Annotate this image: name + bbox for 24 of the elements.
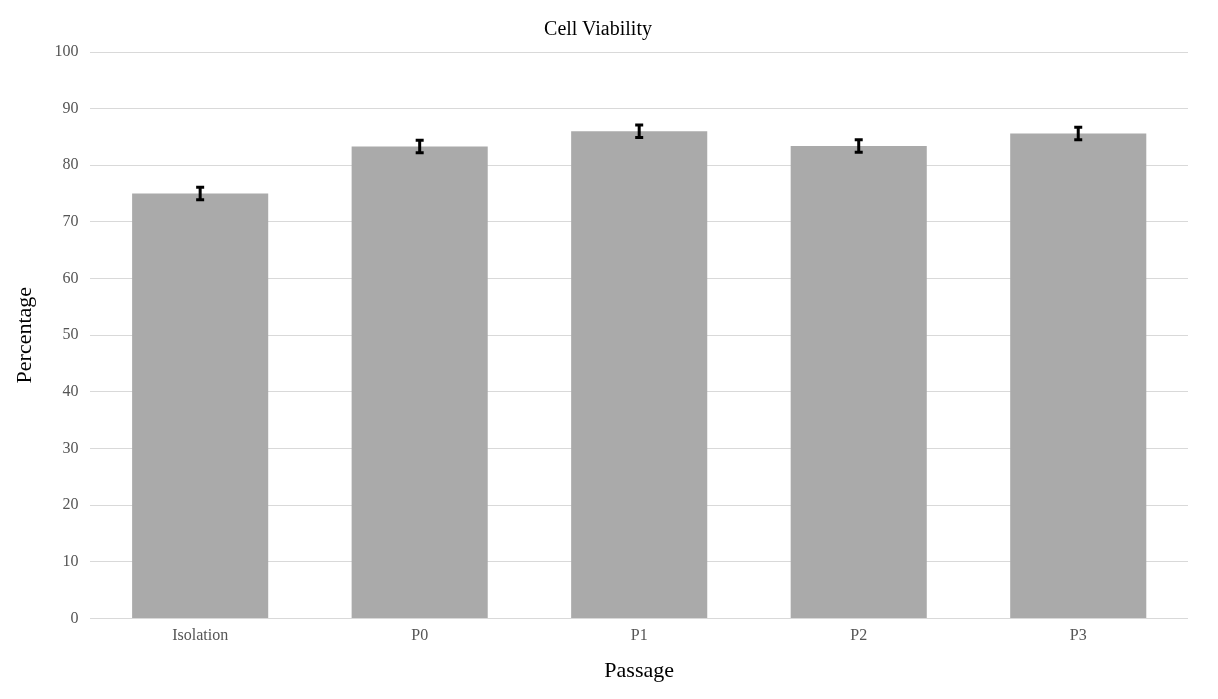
y-tick-label: 50 bbox=[62, 325, 79, 343]
y-tick-label: 0 bbox=[70, 608, 79, 626]
y-tick-label: 10 bbox=[62, 551, 79, 569]
bar bbox=[790, 146, 927, 618]
y-tick-label: 40 bbox=[62, 382, 79, 400]
bar bbox=[571, 131, 708, 618]
x-tick-label: P3 bbox=[1069, 626, 1087, 644]
x-tick-label: P2 bbox=[850, 626, 868, 644]
x-axis-title: Passage bbox=[604, 656, 675, 682]
x-tick-label: P1 bbox=[630, 626, 648, 644]
y-axis-title: Percentage bbox=[10, 286, 36, 384]
y-tick-label: 80 bbox=[62, 155, 79, 173]
x-tick-label: Isolation bbox=[172, 626, 229, 644]
x-tick-label: P0 bbox=[411, 626, 429, 644]
y-tick-label: 60 bbox=[62, 268, 79, 286]
y-tick-label: 70 bbox=[62, 212, 79, 230]
bar bbox=[132, 193, 269, 618]
bar bbox=[1010, 133, 1147, 618]
y-tick-label: 90 bbox=[62, 98, 79, 116]
y-tick-label: 30 bbox=[62, 438, 79, 456]
chart-title: Cell Viability bbox=[544, 17, 652, 41]
y-tick-label: 100 bbox=[54, 42, 79, 60]
bar bbox=[351, 146, 488, 618]
y-tick-label: 20 bbox=[62, 495, 79, 513]
